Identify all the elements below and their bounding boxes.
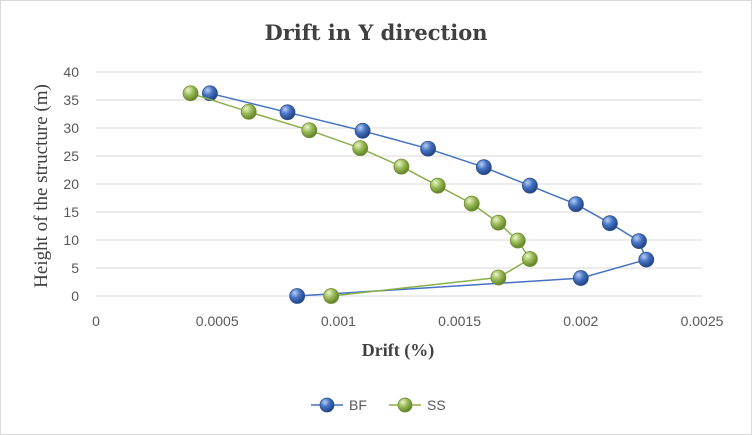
data-point-bf-10: [279, 104, 296, 121]
x-tick-labels: 0 0.0005 0.001 0.0015 0.002 0.0025: [92, 313, 724, 329]
y-tick-label: 5: [71, 260, 79, 276]
data-point-bf-1: [572, 270, 589, 286]
y-tick-label: 10: [63, 232, 79, 248]
y-axis-title: Height of the structure (m): [31, 84, 52, 288]
x-tick-label: 0.001: [321, 313, 356, 329]
data-point-bf-0: [289, 288, 306, 304]
y-tick-label: 40: [63, 64, 79, 80]
series-line-bf: [209, 92, 648, 297]
legend-item-ss: SS: [389, 397, 446, 413]
data-point-ss-2: [521, 251, 538, 267]
data-point-bf-2: [638, 251, 655, 268]
data-point-bf-6: [521, 177, 538, 194]
legend: BF SS: [311, 397, 446, 413]
y-tick-label: 20: [63, 176, 79, 192]
data-point-ss-11: [182, 85, 199, 102]
chart-title: Drift in Y direction: [265, 20, 488, 45]
data-point-ss-6: [429, 177, 446, 194]
data-point-ss-9: [301, 122, 318, 139]
x-tick-label: 0: [92, 313, 100, 329]
x-tick-label: 0.0015: [438, 313, 481, 329]
data-point-ss-1: [490, 269, 507, 286]
y-tick-label: 0: [71, 288, 79, 304]
data-point-bf-7: [475, 159, 492, 176]
data-point-bf-3: [631, 233, 647, 250]
data-point-ss-8: [352, 140, 369, 157]
grid-lines: [96, 71, 702, 297]
x-tick-label: 0.0025: [681, 313, 724, 329]
data-point-bf-11: [202, 85, 218, 102]
data-point-ss-3: [509, 232, 526, 249]
y-tick-label: 35: [63, 92, 79, 108]
data-point-ss-5: [463, 195, 480, 212]
y-tick-label: 15: [63, 204, 79, 220]
data-point-bf-9: [354, 122, 371, 139]
series-bf: [202, 85, 655, 304]
x-tick-label: 0.002: [563, 313, 598, 329]
legend-marker: [397, 397, 413, 413]
series-ss: [182, 85, 538, 304]
data-point-ss-10: [240, 103, 257, 120]
data-point-bf-8: [420, 140, 436, 157]
data-point-bf-5: [568, 196, 584, 213]
y-tick-label: 30: [63, 120, 79, 136]
y-tick-label: 25: [63, 148, 79, 164]
x-axis-title: Drift (%): [362, 340, 434, 361]
legend-label: BF: [349, 397, 367, 413]
legend-marker: [319, 397, 335, 413]
data-point-ss-7: [393, 158, 410, 175]
y-tick-labels: 0 5 10 15 20 25 30 35 40: [63, 64, 79, 304]
legend-label: SS: [427, 397, 446, 413]
data-point-bf-4: [601, 215, 618, 232]
data-point-ss-0: [323, 288, 340, 304]
x-tick-label: 0.0005: [196, 313, 239, 329]
series-group: [182, 85, 655, 304]
data-point-ss-4: [490, 214, 507, 231]
legend-item-bf: BF: [311, 397, 367, 413]
